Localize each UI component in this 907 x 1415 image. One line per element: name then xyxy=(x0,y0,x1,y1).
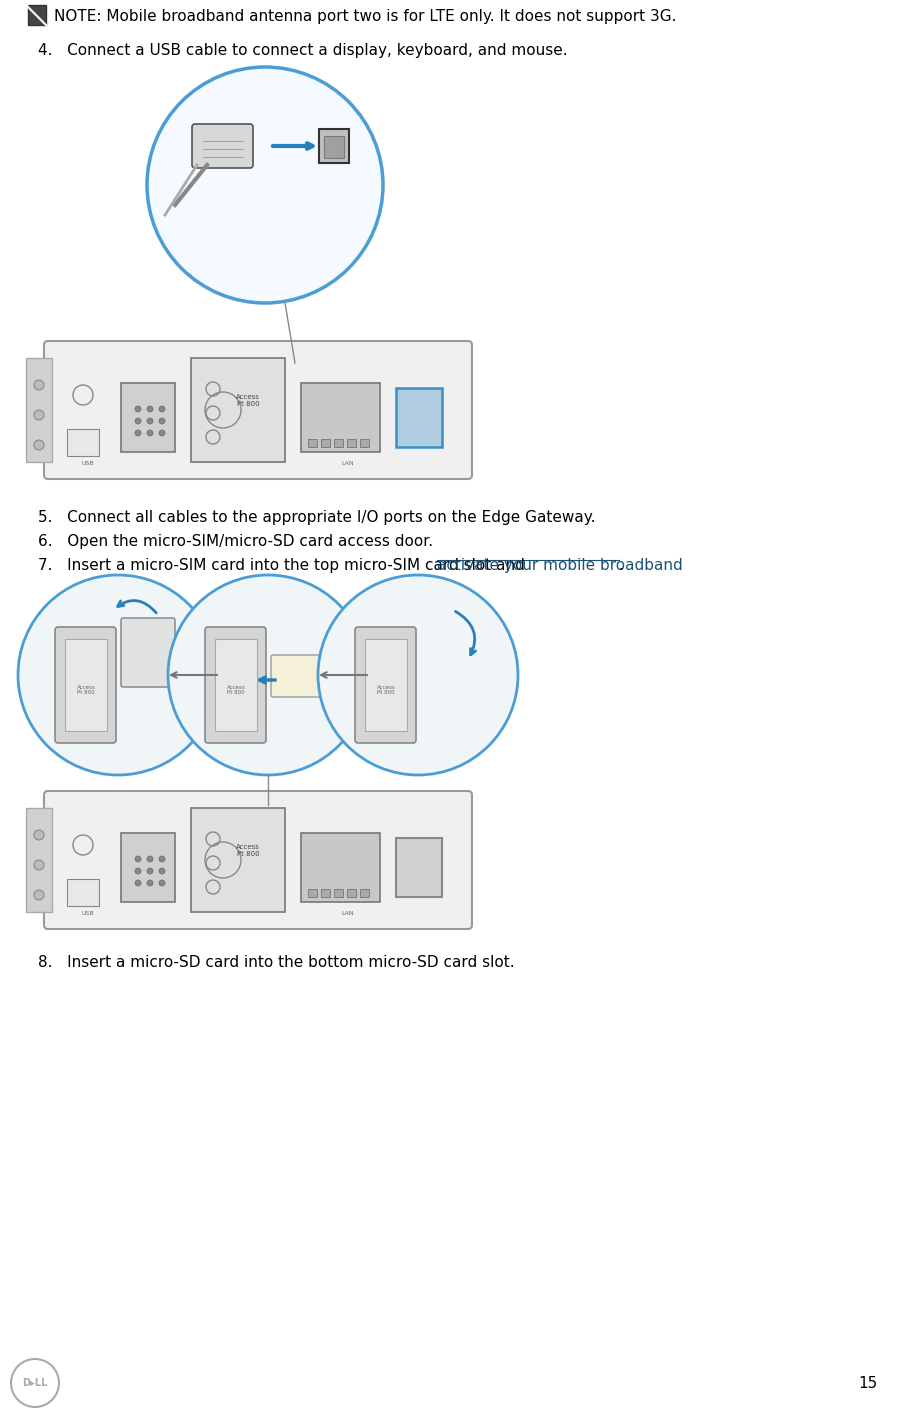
FancyBboxPatch shape xyxy=(121,618,175,688)
FancyBboxPatch shape xyxy=(396,388,442,447)
Circle shape xyxy=(147,406,153,412)
FancyBboxPatch shape xyxy=(396,838,442,897)
FancyBboxPatch shape xyxy=(121,833,175,901)
FancyBboxPatch shape xyxy=(44,791,472,930)
Text: LAN: LAN xyxy=(342,911,355,916)
FancyBboxPatch shape xyxy=(360,889,369,897)
Text: Access
Pt 800: Access Pt 800 xyxy=(227,685,246,695)
FancyBboxPatch shape xyxy=(28,6,46,25)
FancyBboxPatch shape xyxy=(365,640,407,732)
Circle shape xyxy=(168,574,368,775)
Text: 8.   Insert a micro-SD card into the bottom micro-SD card slot.: 8. Insert a micro-SD card into the botto… xyxy=(38,955,514,971)
FancyBboxPatch shape xyxy=(191,808,285,913)
Circle shape xyxy=(34,860,44,870)
Circle shape xyxy=(147,417,153,424)
FancyBboxPatch shape xyxy=(347,889,356,897)
FancyBboxPatch shape xyxy=(55,627,116,743)
Text: USB: USB xyxy=(82,911,94,916)
Circle shape xyxy=(147,880,153,886)
Circle shape xyxy=(135,880,141,886)
Circle shape xyxy=(159,417,165,424)
FancyBboxPatch shape xyxy=(205,627,266,743)
FancyBboxPatch shape xyxy=(65,640,107,732)
Text: LAN: LAN xyxy=(342,461,355,466)
Circle shape xyxy=(159,880,165,886)
Circle shape xyxy=(34,381,44,391)
FancyBboxPatch shape xyxy=(321,889,330,897)
Circle shape xyxy=(34,890,44,900)
FancyBboxPatch shape xyxy=(360,439,369,447)
FancyBboxPatch shape xyxy=(319,129,349,163)
FancyBboxPatch shape xyxy=(334,439,343,447)
Text: activate your mobile broadband: activate your mobile broadband xyxy=(437,558,683,573)
FancyBboxPatch shape xyxy=(26,358,52,463)
Circle shape xyxy=(147,856,153,862)
FancyBboxPatch shape xyxy=(308,439,317,447)
FancyBboxPatch shape xyxy=(215,640,257,732)
Circle shape xyxy=(135,417,141,424)
Text: Access
Pt 800: Access Pt 800 xyxy=(236,393,260,406)
FancyBboxPatch shape xyxy=(26,808,52,913)
FancyBboxPatch shape xyxy=(67,879,99,906)
FancyBboxPatch shape xyxy=(44,341,472,480)
Text: Access
Pt 800: Access Pt 800 xyxy=(236,843,260,856)
Circle shape xyxy=(135,430,141,436)
Circle shape xyxy=(318,574,518,775)
Circle shape xyxy=(135,856,141,862)
FancyBboxPatch shape xyxy=(321,439,330,447)
FancyBboxPatch shape xyxy=(301,383,380,451)
Text: 15: 15 xyxy=(859,1375,878,1391)
Text: 5.   Connect all cables to the appropriate I/O ports on the Edge Gateway.: 5. Connect all cables to the appropriate… xyxy=(38,509,596,525)
Text: NOTE: Mobile broadband antenna port two is for LTE only. It does not support 3G.: NOTE: Mobile broadband antenna port two … xyxy=(54,8,677,24)
Text: D▸LL: D▸LL xyxy=(23,1378,48,1388)
Text: 7.   Insert a micro-SIM card into the top micro-SIM card slot and: 7. Insert a micro-SIM card into the top … xyxy=(38,558,530,573)
FancyBboxPatch shape xyxy=(192,125,253,168)
Circle shape xyxy=(18,574,218,775)
Circle shape xyxy=(159,867,165,874)
Circle shape xyxy=(34,410,44,420)
Text: Access
Pt 800: Access Pt 800 xyxy=(76,685,95,695)
Circle shape xyxy=(159,406,165,412)
Text: .: . xyxy=(619,558,624,573)
FancyBboxPatch shape xyxy=(121,383,175,451)
Circle shape xyxy=(159,430,165,436)
Text: Access
Pt 800: Access Pt 800 xyxy=(376,685,395,695)
FancyBboxPatch shape xyxy=(271,655,335,698)
FancyBboxPatch shape xyxy=(191,358,285,463)
Circle shape xyxy=(135,406,141,412)
Circle shape xyxy=(159,856,165,862)
FancyBboxPatch shape xyxy=(324,136,344,158)
Text: 6.   Open the micro-SIM/micro-SD card access door.: 6. Open the micro-SIM/micro-SD card acce… xyxy=(38,533,434,549)
FancyBboxPatch shape xyxy=(334,889,343,897)
Circle shape xyxy=(147,67,383,303)
Text: USB: USB xyxy=(82,461,94,466)
FancyBboxPatch shape xyxy=(67,429,99,456)
Circle shape xyxy=(34,831,44,841)
Text: 4.   Connect a USB cable to connect a display, keyboard, and mouse.: 4. Connect a USB cable to connect a disp… xyxy=(38,42,568,58)
Circle shape xyxy=(147,430,153,436)
FancyBboxPatch shape xyxy=(308,889,317,897)
Circle shape xyxy=(34,440,44,450)
FancyBboxPatch shape xyxy=(355,627,416,743)
FancyBboxPatch shape xyxy=(347,439,356,447)
Circle shape xyxy=(135,867,141,874)
Circle shape xyxy=(147,867,153,874)
FancyBboxPatch shape xyxy=(301,833,380,901)
